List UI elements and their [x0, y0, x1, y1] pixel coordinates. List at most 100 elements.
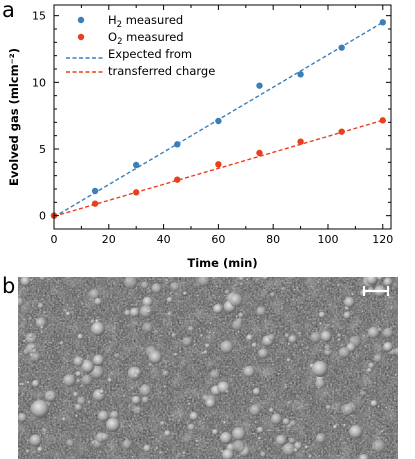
- particle-grain: [324, 344, 331, 352]
- particle-grain: [193, 343, 196, 346]
- particle-grain: [36, 370, 39, 374]
- particle-grain: [143, 444, 151, 453]
- particle-grain: [304, 445, 309, 450]
- particle-grain: [366, 367, 372, 373]
- particle-grain: [35, 317, 47, 329]
- particle-grain: [197, 277, 211, 287]
- particle-grain: [340, 344, 344, 347]
- particle-grain: [94, 297, 103, 306]
- particle-grain: [163, 385, 167, 389]
- particle-grain: [34, 335, 37, 338]
- panel-b-label: b: [2, 274, 16, 298]
- x-tick-label: 120: [372, 233, 393, 246]
- x-tick-label: 0: [51, 233, 58, 246]
- particle-grain: [26, 381, 30, 385]
- particle-grain: [287, 400, 292, 405]
- particle-grain: [338, 347, 351, 359]
- expected-line-o2: [53, 119, 383, 218]
- particle-grain: [332, 424, 338, 430]
- particle-grain: [183, 291, 187, 296]
- particle-grain: [177, 419, 181, 423]
- particle-grain: [351, 293, 354, 296]
- particle-grain: [284, 333, 290, 338]
- particle-grain: [332, 320, 335, 323]
- particle-grain: [292, 298, 295, 302]
- particle-grain: [252, 387, 261, 396]
- particle-grain: [135, 345, 138, 348]
- particle-grain: [209, 322, 212, 325]
- particle-grain: [332, 338, 335, 341]
- particle-grain: [344, 297, 355, 308]
- particle-grain: [296, 286, 299, 290]
- particle-grain: [300, 307, 302, 310]
- particle-grain: [287, 342, 291, 346]
- particle-grain: [317, 386, 320, 389]
- particle-grain: [249, 404, 262, 417]
- particle-grain: [80, 358, 83, 361]
- particle-grain: [243, 365, 256, 378]
- particle-grain-large: [91, 322, 105, 336]
- particle-grain: [368, 362, 375, 369]
- particle-grain: [223, 421, 227, 425]
- h2-data-point: [215, 117, 222, 125]
- particle-grain: [131, 395, 141, 405]
- particle-grain: [212, 429, 219, 436]
- particle-grain: [262, 277, 268, 281]
- particle-grain: [187, 407, 190, 410]
- particle-grain-large: [222, 449, 234, 459]
- particle-grain: [187, 326, 194, 332]
- particle-grain: [122, 439, 132, 450]
- particle-grain: [99, 389, 105, 395]
- particle-grain: [237, 331, 240, 334]
- particle-grain: [293, 448, 298, 453]
- particle-grain: [148, 289, 152, 292]
- particle-grain: [347, 437, 350, 441]
- sem-micrograph-image: [18, 277, 398, 459]
- particle-grain: [30, 351, 41, 362]
- particle-grain: [383, 277, 393, 287]
- particle-grain: [81, 303, 84, 305]
- particle-grain: [188, 396, 191, 400]
- x-tick-label: 40: [157, 233, 171, 246]
- plot-frame: [53, 4, 392, 230]
- particle-grain: [37, 446, 43, 453]
- particle-grain: [258, 348, 269, 359]
- particle-grain: [168, 418, 171, 421]
- particle-grain: [308, 454, 312, 459]
- particle-grain: [90, 319, 96, 325]
- particle-grain: [87, 401, 91, 404]
- h2-data-point: [379, 19, 386, 26]
- particle-grain: [166, 296, 173, 304]
- particle-grain: [270, 292, 275, 298]
- particle-grain: [20, 277, 31, 287]
- particle-grain: [325, 404, 332, 411]
- particle-grain: [131, 455, 134, 458]
- particle-grain: [187, 423, 196, 432]
- particle-grain: [315, 378, 326, 389]
- particle-grain: [270, 413, 283, 425]
- particle-grain: [59, 409, 62, 412]
- particle-grain: [151, 342, 154, 345]
- particle-grain: [75, 414, 78, 418]
- particle-grain: [179, 350, 182, 354]
- particle-grain: [250, 400, 253, 403]
- particle-grain: [366, 277, 378, 286]
- particle-grain: [238, 455, 241, 458]
- particle-grain: [188, 402, 191, 406]
- particle-grain: [373, 354, 383, 364]
- o2-data-point: [379, 117, 386, 124]
- x-tick-label: 100: [317, 233, 338, 246]
- particle-grain: [40, 331, 43, 334]
- particle-grain: [171, 332, 177, 338]
- particle-grain: [361, 310, 364, 313]
- particle-grain: [39, 277, 46, 281]
- particle-grain-large: [312, 361, 328, 377]
- particle-grain: [253, 432, 256, 435]
- plot-area: [50, 19, 386, 219]
- particle-grain-large: [213, 304, 223, 314]
- particle-grain: [31, 345, 35, 349]
- particle-grain: [75, 434, 78, 437]
- particle-grain: [19, 353, 23, 356]
- particle-grains: [18, 277, 398, 459]
- particle-grain-large: [383, 342, 393, 352]
